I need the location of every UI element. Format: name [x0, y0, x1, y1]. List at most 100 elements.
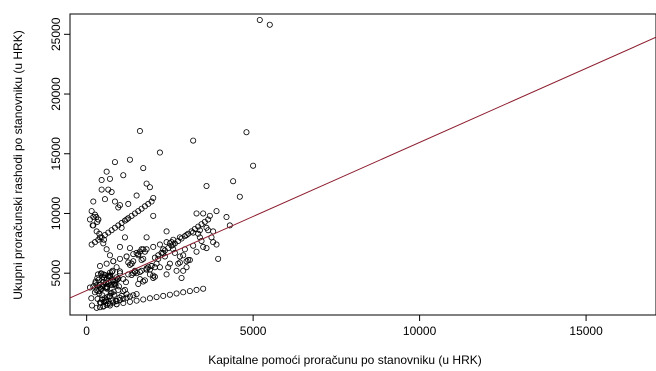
- data-point: [113, 264, 120, 271]
- data-point: [130, 251, 137, 258]
- y-axis: 5000 10000 15000 20000 25000: [49, 17, 71, 287]
- data-point: [236, 193, 243, 200]
- data-point: [166, 260, 173, 267]
- data-point: [96, 304, 103, 311]
- data-point: [122, 279, 129, 286]
- data-point: [103, 168, 110, 175]
- data-point: [108, 268, 115, 275]
- data-point: [110, 258, 117, 265]
- data-point: [193, 248, 200, 255]
- data-point: [103, 297, 110, 304]
- y-tick-label: 15000: [49, 137, 63, 171]
- data-point: [136, 268, 143, 275]
- data-point: [98, 296, 105, 303]
- data-point: [256, 16, 263, 23]
- data-point: [203, 224, 210, 231]
- data-point: [205, 216, 212, 223]
- data-point: [150, 212, 157, 219]
- data-point: [107, 290, 114, 297]
- data-points: [86, 16, 273, 311]
- data-point: [146, 271, 153, 278]
- data-point: [113, 298, 120, 305]
- data-point: [176, 234, 183, 241]
- data-point: [166, 240, 173, 247]
- data-point: [136, 128, 143, 135]
- data-point: [148, 263, 155, 270]
- data-point: [110, 299, 117, 306]
- data-point: [160, 292, 167, 299]
- data-point: [106, 175, 113, 182]
- data-point: [180, 289, 187, 296]
- data-point: [156, 241, 163, 248]
- data-point: [156, 149, 163, 156]
- data-point: [133, 291, 140, 298]
- data-point: [88, 295, 95, 302]
- data-point: [130, 292, 137, 299]
- data-point: [98, 270, 105, 277]
- data-point: [165, 264, 172, 271]
- data-point: [193, 286, 200, 293]
- data-point: [92, 280, 99, 287]
- data-point: [88, 208, 95, 215]
- data-point: [98, 186, 105, 193]
- data-point: [133, 192, 140, 199]
- data-point: [206, 212, 213, 219]
- data-point: [116, 255, 123, 262]
- data-point: [91, 289, 98, 296]
- data-point: [113, 277, 120, 284]
- data-point: [97, 270, 104, 277]
- plot-frame: [69, 13, 656, 316]
- data-point: [116, 268, 123, 275]
- y-tick-label: 25000: [49, 17, 63, 51]
- data-point: [176, 259, 183, 266]
- data-point: [173, 267, 180, 274]
- data-point: [128, 260, 135, 267]
- data-point: [183, 231, 190, 238]
- x-tick-label: 0: [83, 324, 90, 338]
- data-point: [163, 271, 170, 278]
- data-point: [116, 243, 123, 250]
- data-point: [156, 264, 163, 271]
- data-point: [141, 277, 148, 284]
- data-point: [106, 302, 113, 309]
- data-point: [170, 236, 177, 243]
- data-point: [230, 178, 237, 185]
- x-tick-label: 5000: [240, 324, 267, 338]
- data-point: [203, 182, 210, 189]
- data-point: [116, 294, 123, 301]
- data-point: [190, 137, 197, 144]
- data-point: [153, 294, 160, 301]
- data-point: [111, 198, 118, 205]
- x-tick-label: 15000: [569, 324, 603, 338]
- x-tick-label: 10000: [403, 324, 437, 338]
- data-point: [103, 283, 110, 290]
- data-point: [103, 246, 110, 253]
- data-point: [146, 295, 153, 302]
- data-point: [96, 282, 103, 289]
- data-point: [200, 243, 207, 250]
- data-point: [93, 304, 100, 311]
- data-point: [223, 214, 230, 221]
- data-point: [150, 194, 157, 201]
- data-point: [150, 243, 157, 250]
- data-point: [183, 264, 190, 271]
- data-point: [113, 301, 120, 308]
- data-point: [123, 216, 130, 223]
- data-point: [138, 267, 145, 274]
- data-point: [180, 267, 187, 274]
- y-tick-label: 20000: [49, 77, 63, 111]
- data-point: [120, 300, 127, 307]
- data-point: [150, 274, 157, 281]
- data-point: [166, 291, 173, 298]
- data-point: [143, 265, 150, 272]
- data-point: [103, 301, 110, 308]
- data-point: [176, 253, 183, 260]
- data-point: [150, 272, 157, 279]
- data-point: [148, 198, 155, 205]
- data-point: [151, 264, 158, 271]
- data-point: [99, 276, 106, 283]
- data-point: [103, 260, 110, 267]
- data-point: [133, 297, 140, 304]
- data-point: [155, 255, 162, 262]
- data-point: [93, 214, 100, 221]
